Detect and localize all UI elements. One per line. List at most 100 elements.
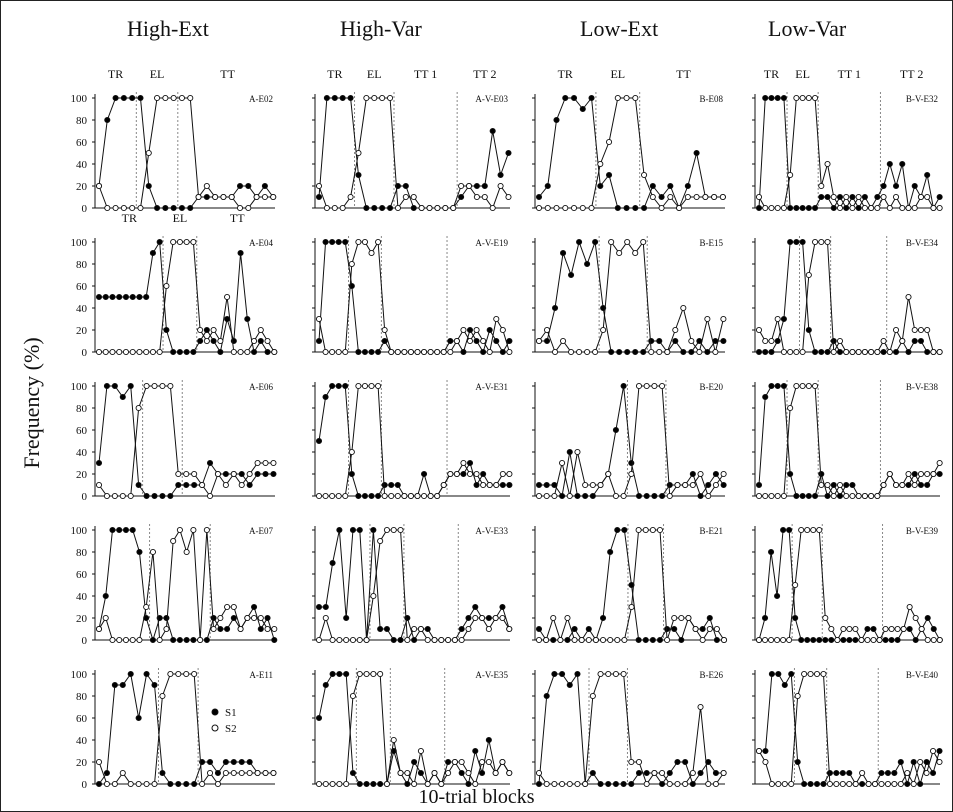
s1-point <box>706 614 713 622</box>
s1-point <box>628 459 635 467</box>
s2-point <box>599 636 607 644</box>
s2-point <box>608 238 615 246</box>
s1-point <box>458 769 465 777</box>
s2-point <box>257 326 264 334</box>
s2-point <box>363 636 370 644</box>
s1-point <box>489 127 496 135</box>
s1-point <box>566 448 573 456</box>
y-tick-label: 80 <box>76 547 88 559</box>
s1-point <box>584 260 591 268</box>
s1-point <box>582 492 589 500</box>
panel-id: A-E06 <box>249 382 273 392</box>
s2-point <box>840 625 847 633</box>
s2-point <box>472 614 479 622</box>
s2-point <box>720 769 727 777</box>
s2-point <box>813 670 821 678</box>
s2-point <box>421 492 428 500</box>
s2-point <box>855 348 862 356</box>
s1-point <box>480 470 487 478</box>
s2-point <box>553 204 560 212</box>
s1-point <box>465 780 472 788</box>
s1-point <box>818 470 825 478</box>
s2-point <box>473 326 480 334</box>
s2-point <box>798 526 805 534</box>
s2-point <box>199 780 206 788</box>
s2-point <box>582 481 589 489</box>
s2-point <box>427 348 434 356</box>
s2-point <box>855 193 862 201</box>
s2-point <box>129 348 136 356</box>
s2-point <box>551 492 558 500</box>
s2-point <box>387 94 394 102</box>
s2-point <box>447 470 454 478</box>
s1-point <box>109 293 116 301</box>
s2-point <box>892 326 900 334</box>
s1-point <box>329 238 336 246</box>
s2-point <box>635 758 643 766</box>
s1-point <box>95 780 103 788</box>
s1-point <box>543 692 550 700</box>
s2-point <box>917 326 925 334</box>
s1-point <box>713 636 720 644</box>
s2-point <box>111 780 118 788</box>
s2-point <box>375 238 382 246</box>
s1-point <box>836 348 844 356</box>
s2-point <box>394 348 401 356</box>
y-tick-label: 40 <box>76 735 88 747</box>
s1-point <box>127 670 134 678</box>
s1-point <box>888 636 895 644</box>
phase-label: EL <box>795 67 810 81</box>
y-tick-label: 80 <box>76 115 88 127</box>
s2-point <box>343 636 350 644</box>
s1-point <box>349 769 357 777</box>
s2-point <box>466 337 474 345</box>
s2-point <box>849 204 856 212</box>
s2-point <box>810 526 817 534</box>
s2-point <box>434 204 441 212</box>
s2-point <box>336 780 343 788</box>
s2-point <box>143 348 150 356</box>
s2-point <box>891 780 898 788</box>
s2-point <box>187 94 194 102</box>
s2-point <box>787 404 794 412</box>
s2-point <box>628 470 635 478</box>
s1-point <box>183 481 190 489</box>
s2-point <box>762 337 769 345</box>
s2-point <box>755 492 763 500</box>
s2-point <box>614 94 621 102</box>
s2-point <box>363 670 370 678</box>
s2-point <box>394 204 401 212</box>
s2-point <box>191 670 198 678</box>
s1-point <box>649 636 656 644</box>
s2-point <box>197 636 204 644</box>
s2-point <box>434 348 441 356</box>
s1-point <box>878 769 885 777</box>
s2-point <box>244 348 251 356</box>
s1-point <box>355 348 362 356</box>
s2-point <box>156 636 163 644</box>
s2-point <box>799 382 806 390</box>
s2-point <box>886 470 893 478</box>
s2-point <box>812 94 819 102</box>
y-tick-label: 80 <box>76 259 88 271</box>
s1-point <box>109 526 116 534</box>
s1-point <box>807 780 814 788</box>
s2-point <box>905 293 912 301</box>
s2-point <box>820 670 827 678</box>
s2-point <box>911 481 918 489</box>
s2-point <box>506 470 513 478</box>
s1-point <box>361 348 369 356</box>
s1-point <box>614 526 621 534</box>
s1-point <box>322 681 329 689</box>
s2-point <box>190 526 197 534</box>
s1-line <box>319 529 510 642</box>
s2-point <box>917 193 925 201</box>
s1-point <box>550 636 557 644</box>
s1-point <box>897 758 904 766</box>
s1-point <box>824 348 831 356</box>
s1-point <box>861 193 868 201</box>
s2-point <box>682 780 689 788</box>
s1-point <box>342 238 349 246</box>
s1-point <box>329 382 336 390</box>
s1-point <box>612 426 619 434</box>
